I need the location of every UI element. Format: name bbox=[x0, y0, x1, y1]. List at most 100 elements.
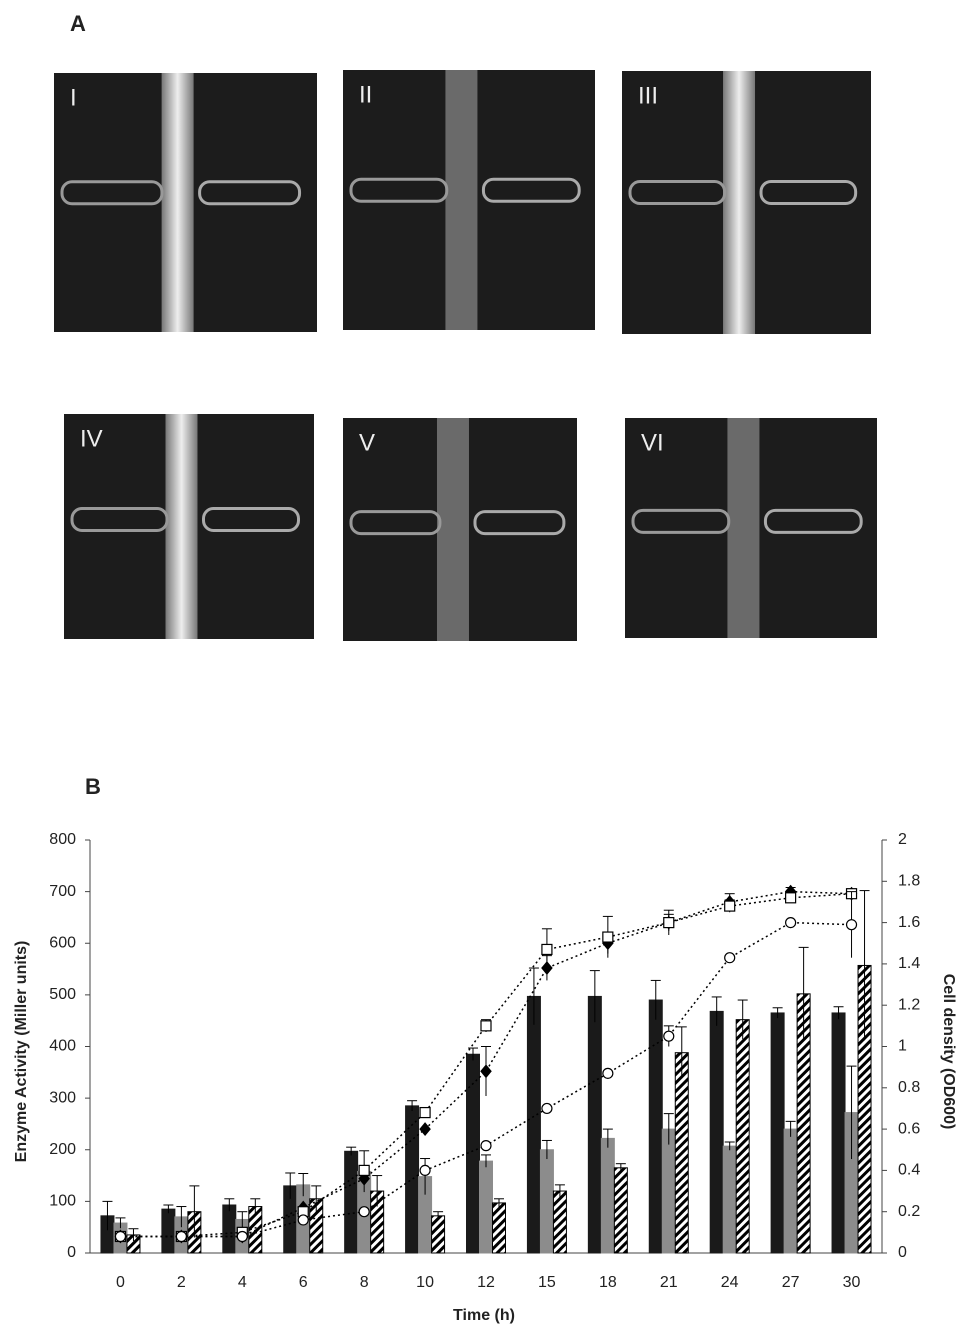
tissue bbox=[473, 510, 566, 536]
bar bbox=[587, 995, 602, 1254]
bar bbox=[661, 1128, 676, 1254]
marker bbox=[419, 1106, 431, 1119]
x-tick-label: 4 bbox=[238, 1274, 247, 1291]
y-tick-label: 100 bbox=[49, 1193, 76, 1210]
root bbox=[165, 414, 198, 639]
marker bbox=[541, 943, 553, 956]
bar bbox=[222, 1204, 237, 1254]
marker bbox=[358, 1164, 370, 1177]
x-tick-label: 30 bbox=[843, 1274, 861, 1291]
marker bbox=[845, 919, 858, 931]
marker bbox=[724, 952, 736, 964]
bar bbox=[770, 1012, 785, 1254]
x-tick-label: 0 bbox=[116, 1274, 125, 1291]
y2-tick-label: 1.2 bbox=[898, 996, 920, 1013]
y2-tick-label: 1.6 bbox=[898, 914, 920, 931]
marker bbox=[297, 1214, 309, 1226]
bar bbox=[431, 1215, 446, 1254]
image-label: I bbox=[70, 84, 77, 111]
bar bbox=[648, 999, 663, 1254]
marker bbox=[663, 916, 675, 929]
y2-tick-label: 1 bbox=[898, 1038, 907, 1055]
bar bbox=[709, 1010, 724, 1254]
marker bbox=[602, 1067, 614, 1079]
tissue bbox=[628, 179, 727, 205]
root bbox=[445, 70, 478, 330]
marker bbox=[419, 1122, 431, 1137]
bar bbox=[831, 1012, 846, 1254]
bar bbox=[783, 1128, 798, 1254]
x-tick-label: 8 bbox=[360, 1274, 369, 1291]
x-tick-label: 24 bbox=[721, 1274, 739, 1291]
bar bbox=[405, 1105, 420, 1254]
bar bbox=[492, 1202, 506, 1254]
y2-tick-label: 0 bbox=[898, 1244, 907, 1261]
tissue bbox=[202, 507, 300, 532]
y-tick-label: 800 bbox=[49, 831, 76, 848]
y-tick-label: 500 bbox=[49, 986, 76, 1003]
y2-tick-label: 0.6 bbox=[898, 1120, 920, 1137]
bar bbox=[722, 1145, 737, 1254]
y2-tick-label: 1.4 bbox=[898, 955, 920, 972]
bar bbox=[479, 1160, 493, 1254]
bar bbox=[613, 1167, 628, 1254]
marker bbox=[541, 1102, 553, 1115]
image-label: V bbox=[359, 429, 375, 456]
marker bbox=[114, 1230, 127, 1243]
image-label: VI bbox=[641, 429, 664, 456]
image-label: IV bbox=[80, 425, 103, 452]
x-tick-label: 15 bbox=[538, 1274, 556, 1291]
image-label: II bbox=[359, 81, 372, 108]
y-tick-label: 200 bbox=[49, 1141, 76, 1158]
y2-tick-label: 1.8 bbox=[898, 873, 920, 890]
panel-label: A bbox=[70, 11, 86, 36]
tissue bbox=[763, 508, 863, 534]
y-tick-label: 300 bbox=[49, 1089, 76, 1106]
root bbox=[161, 73, 194, 332]
tissue bbox=[759, 179, 858, 205]
x-tick-label: 12 bbox=[477, 1274, 495, 1291]
tissue bbox=[198, 180, 302, 206]
chart: 010020030040050060070080000.20.40.60.811… bbox=[13, 831, 957, 1324]
marker bbox=[419, 1164, 431, 1177]
bar bbox=[161, 1208, 176, 1254]
y-tick-label: 700 bbox=[49, 883, 76, 900]
y-tick-label: 400 bbox=[49, 1038, 76, 1055]
marker bbox=[236, 1230, 248, 1243]
x-tick-label: 27 bbox=[782, 1274, 800, 1291]
x-tick-label: 21 bbox=[660, 1274, 678, 1291]
x-axis-title: Time (h) bbox=[453, 1307, 515, 1324]
tissue bbox=[631, 508, 731, 534]
y-tick-label: 600 bbox=[49, 934, 76, 951]
tissue bbox=[60, 180, 164, 206]
tissue bbox=[70, 507, 169, 532]
root bbox=[723, 71, 756, 334]
marker bbox=[724, 900, 736, 912]
bar bbox=[539, 1149, 554, 1254]
marker bbox=[480, 1140, 492, 1152]
y-tick-label: 0 bbox=[67, 1244, 76, 1261]
bar bbox=[735, 1019, 750, 1254]
bar bbox=[674, 1052, 689, 1254]
x-tick-label: 6 bbox=[299, 1274, 308, 1291]
y-axis-title: Enzyme Activity (Miller units) bbox=[13, 941, 30, 1163]
tissue bbox=[349, 177, 449, 203]
marker bbox=[785, 916, 797, 929]
bar bbox=[552, 1190, 567, 1254]
bar bbox=[526, 995, 541, 1254]
marker bbox=[480, 1064, 492, 1079]
tissue bbox=[349, 510, 442, 536]
x-tick-label: 2 bbox=[177, 1274, 186, 1291]
y2-tick-label: 0.2 bbox=[898, 1203, 920, 1220]
tissue bbox=[481, 177, 581, 203]
marker bbox=[785, 892, 797, 904]
marker bbox=[480, 1020, 492, 1032]
y2-tick-label: 0.4 bbox=[898, 1162, 920, 1179]
x-tick-label: 18 bbox=[599, 1274, 617, 1291]
bar bbox=[344, 1150, 359, 1254]
marker bbox=[602, 931, 614, 943]
y2-axis-title: Cell density (OD600) bbox=[940, 974, 957, 1130]
panel-label: B bbox=[85, 774, 101, 799]
